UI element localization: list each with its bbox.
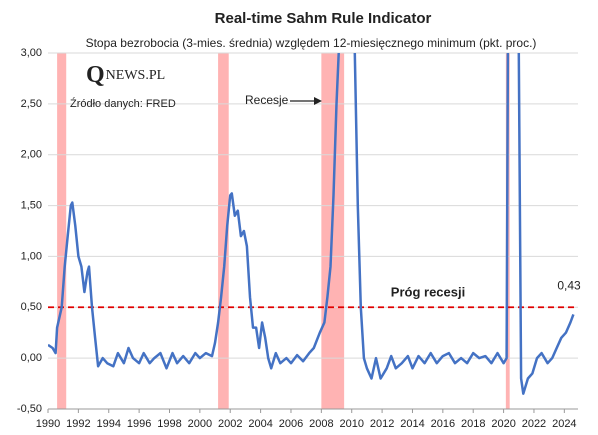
y-tick-label: 1,50 — [21, 199, 42, 211]
chart-title: Real-time Sahm Rule Indicator — [215, 10, 432, 27]
y-tick-label: 2,50 — [21, 98, 42, 110]
x-tick-label: 2016 — [431, 418, 455, 430]
x-tick-label: 1996 — [127, 418, 151, 430]
y-tick-label: 1,00 — [21, 250, 42, 262]
x-tick-label: 2010 — [339, 418, 363, 430]
x-tick-label: 2006 — [279, 418, 303, 430]
x-tick-label: 2014 — [400, 418, 424, 430]
x-tick-label: 2018 — [461, 418, 485, 430]
recession-band — [57, 53, 67, 409]
series-line — [48, 53, 575, 395]
recession-band — [218, 53, 229, 409]
x-tick-label: 2020 — [491, 418, 515, 430]
x-tick-label: 1992 — [66, 418, 90, 430]
x-tick-label: 2002 — [218, 418, 242, 430]
logo: QNEWS.PL — [86, 62, 165, 88]
source: Źródło danych: FRED — [70, 97, 176, 110]
x-tick-label: 2004 — [248, 418, 272, 430]
x-tick-label: 1990 — [36, 418, 60, 430]
chart-subtitle: Stopa bezrobocia (3-mies. średnia) wzglę… — [86, 36, 537, 50]
x-tick-label: 1998 — [157, 418, 181, 430]
y-tick-label: 2,00 — [21, 149, 42, 161]
end-value-label: 0,43 — [557, 279, 581, 293]
threshold-label: Próg recesji — [391, 285, 465, 300]
logo-initial: Q — [86, 62, 105, 88]
y-tick-label: -0,50 — [17, 403, 42, 415]
x-tick-label: 2012 — [370, 418, 394, 430]
logo-text: NEWS.PL — [106, 68, 166, 83]
x-tick-label: 1994 — [97, 418, 121, 430]
x-tick-label: 2000 — [188, 418, 212, 430]
y-tick-label: 0,50 — [21, 301, 42, 313]
y-tick-label: 3,00 — [21, 47, 42, 59]
arrow-head — [314, 97, 322, 105]
recession-annotation: Recesje — [245, 93, 289, 107]
x-tick-label: 2024 — [552, 418, 576, 430]
y-tick-label: 0,00 — [21, 352, 42, 364]
x-tick-label: 2022 — [522, 418, 546, 430]
x-tick-label: 2008 — [309, 418, 333, 430]
plot-area — [48, 53, 575, 395]
